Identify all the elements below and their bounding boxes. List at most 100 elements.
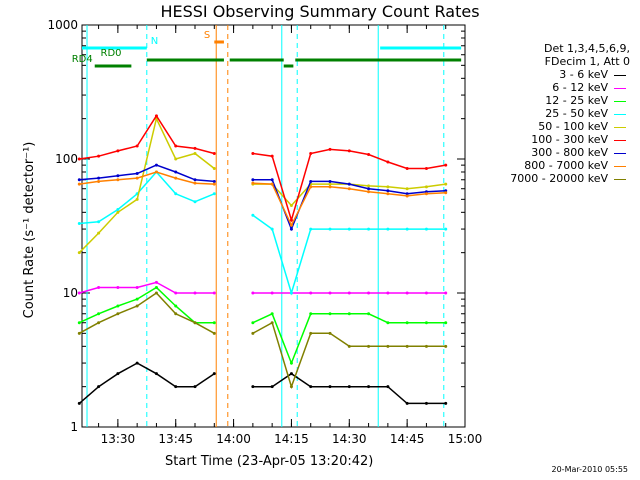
legend-entry: 6 - 12 keV	[470, 81, 630, 94]
data-point	[154, 285, 158, 289]
legend-header-line: FDecim 1, Att 0	[544, 55, 630, 68]
data-point	[367, 385, 371, 389]
data-point	[424, 185, 428, 189]
series-line	[79, 114, 446, 223]
series-line	[79, 170, 446, 296]
data-point	[424, 192, 428, 196]
y-tick-label: 100	[55, 152, 78, 166]
data-point	[367, 190, 371, 194]
data-point	[347, 149, 351, 153]
flag-bar-label: N	[151, 36, 158, 47]
data-point	[116, 285, 120, 289]
data-point	[154, 291, 158, 295]
flag-bar-label: S	[204, 30, 210, 41]
data-point	[367, 184, 371, 188]
data-point	[289, 227, 293, 231]
data-point	[97, 176, 101, 180]
data-point	[97, 321, 101, 325]
x-tick-label: 13:45	[158, 432, 193, 446]
data-point	[386, 185, 390, 189]
data-point	[212, 182, 216, 186]
legend-entry-label: 800 - 7000 keV	[524, 159, 608, 172]
data-point	[77, 182, 81, 186]
data-point	[251, 321, 255, 325]
data-point	[386, 385, 390, 389]
data-point	[77, 321, 81, 325]
data-point	[405, 192, 409, 196]
data-point	[309, 179, 313, 183]
data-point	[193, 151, 197, 155]
data-point	[193, 181, 197, 185]
data-point	[424, 321, 428, 325]
legend-header-line: Det 1,3,4,5,6,9,	[543, 42, 630, 55]
data-point	[367, 227, 371, 231]
data-point	[154, 280, 158, 284]
legend-swatch	[614, 74, 626, 76]
data-point	[405, 194, 409, 198]
legend-entry: 50 - 100 keV	[470, 120, 630, 133]
data-point	[193, 291, 197, 295]
data-point	[251, 151, 255, 155]
data-point	[347, 385, 351, 389]
data-point	[135, 197, 139, 201]
data-point	[116, 210, 120, 214]
data-point	[174, 170, 178, 174]
data-point	[251, 291, 255, 295]
data-point	[116, 304, 120, 308]
legend-entry-label: 12 - 25 keV	[545, 94, 608, 107]
data-point	[174, 385, 178, 389]
data-point	[193, 178, 197, 182]
data-point	[154, 372, 158, 376]
data-point	[347, 291, 351, 295]
data-point	[424, 166, 428, 170]
flag-bar-label: RD0	[101, 48, 122, 59]
data-point	[116, 149, 120, 153]
data-point	[116, 207, 120, 211]
data-point	[77, 401, 81, 405]
data-point	[289, 203, 293, 207]
data-point	[386, 192, 390, 196]
legend-entry: 7000 - 20000 keV	[470, 172, 630, 185]
data-point	[289, 385, 293, 389]
data-point	[97, 231, 101, 235]
data-point	[212, 372, 216, 376]
data-point	[135, 297, 139, 301]
legend-swatch	[614, 87, 626, 89]
data-point	[251, 181, 255, 185]
data-point	[424, 344, 428, 348]
x-axis-label: Start Time (23-Apr-05 13:20:42)	[165, 454, 374, 469]
data-point	[289, 291, 293, 295]
data-point	[444, 182, 448, 186]
data-point	[174, 192, 178, 196]
data-point	[77, 157, 81, 161]
legend-entry: 25 - 50 keV	[470, 107, 630, 120]
data-point	[154, 163, 158, 167]
data-point	[270, 178, 274, 182]
data-point	[309, 331, 313, 335]
data-point	[77, 331, 81, 335]
data-point	[289, 372, 293, 376]
data-point	[405, 291, 409, 295]
x-tick-label: 14:30	[332, 432, 367, 446]
legend-swatch	[614, 126, 626, 128]
data-point	[386, 291, 390, 295]
data-point	[386, 344, 390, 348]
data-point	[174, 176, 178, 180]
legend-entry-label: 25 - 50 keV	[545, 107, 608, 120]
data-point	[386, 321, 390, 325]
legend-swatch	[614, 113, 626, 115]
data-point	[270, 312, 274, 316]
y-tick-label: 10	[63, 286, 78, 300]
data-point	[328, 147, 332, 151]
legend-swatch	[614, 152, 626, 154]
data-point	[251, 331, 255, 335]
x-tick-label: 14:00	[216, 432, 251, 446]
data-point	[328, 182, 332, 186]
series-line	[78, 116, 446, 254]
data-point	[116, 178, 120, 182]
data-point	[77, 178, 81, 182]
data-point	[135, 304, 139, 308]
data-point	[367, 153, 371, 157]
legend-entry: 3 - 6 keV	[470, 68, 630, 81]
